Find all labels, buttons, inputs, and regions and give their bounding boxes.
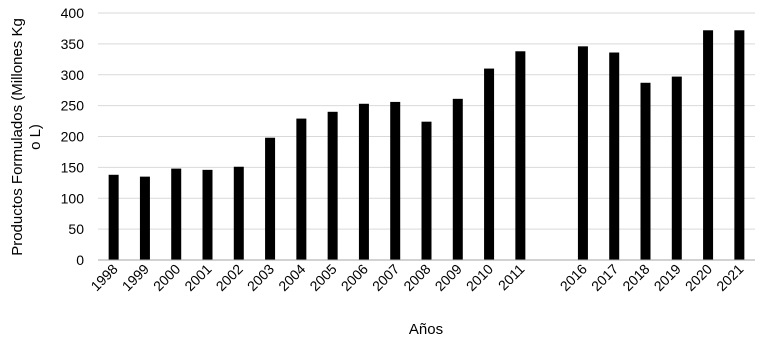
x-tick-label: 2006 (338, 261, 371, 294)
bar-2003 (265, 137, 276, 260)
y-tick-label: 50 (68, 221, 84, 237)
y-tick-label: 400 (61, 5, 85, 21)
bar-2008 (421, 121, 432, 261)
bar-1998 (108, 174, 119, 260)
y-tick-label: 250 (61, 98, 85, 114)
bar-2009 (452, 98, 463, 261)
bar-2010 (484, 68, 495, 260)
bar-2002 (233, 166, 244, 260)
y-tick-label: 0 (76, 252, 84, 268)
bar-2004 (296, 118, 307, 260)
x-tick-label: 1998 (87, 261, 120, 294)
y-tick-label: 100 (61, 190, 85, 206)
y-tick-labels: 0 50 100 150 200 250 300 350 400 (61, 5, 85, 268)
bar-1999 (139, 176, 150, 260)
y-tick-label: 200 (61, 129, 85, 145)
x-tick-label: 1999 (119, 261, 152, 294)
x-tick-label: 2008 (400, 261, 433, 294)
y-tick-label: 150 (61, 159, 85, 175)
bars (108, 30, 745, 261)
bar-2007 (390, 101, 401, 260)
x-axis-title: Años (409, 321, 443, 338)
y-axis-title-line: o L) (27, 124, 44, 150)
x-tick-label: 2017 (588, 261, 621, 294)
x-tick-label: 2021 (713, 261, 746, 294)
x-tick-label: 2010 (463, 261, 496, 294)
x-tick-label: 2009 (432, 261, 465, 294)
x-tick-label: 2002 (213, 261, 246, 294)
x-tick-label: 2000 (150, 261, 183, 294)
y-tick-label: 300 (61, 67, 85, 83)
x-tick-label: 2018 (619, 261, 652, 294)
x-tick-label: 2001 (181, 261, 214, 294)
x-tick-label: 2011 (495, 261, 528, 294)
bar-2017 (609, 52, 620, 260)
bar-2001 (202, 169, 213, 260)
x-tick-label: 2007 (369, 261, 402, 294)
bar-2019 (671, 76, 682, 260)
x-tick-label: 2019 (651, 261, 684, 294)
x-tick-label: 2003 (244, 261, 277, 294)
y-axis-title: Productos Formulados (Millones Kgo L) (9, 18, 44, 256)
bar-2016 (577, 46, 588, 260)
bar-2006 (358, 103, 369, 261)
y-tick-label: 350 (61, 36, 85, 52)
bar-2005 (327, 111, 338, 260)
x-tick-label: 2016 (557, 261, 590, 294)
x-tick-label: 2005 (306, 261, 339, 294)
x-tick-label: 2004 (275, 261, 308, 294)
x-tick-labels: 1998199920002001200220032004200520062007… (87, 261, 746, 294)
y-axis-title-line: Productos Formulados (Millones Kg (9, 18, 26, 256)
bar-2018 (640, 82, 651, 260)
bar-2020 (703, 30, 714, 261)
bar-2000 (171, 168, 182, 260)
bar-2011 (515, 51, 526, 260)
bar-2021 (734, 30, 745, 261)
x-tick-label: 2020 (682, 261, 715, 294)
